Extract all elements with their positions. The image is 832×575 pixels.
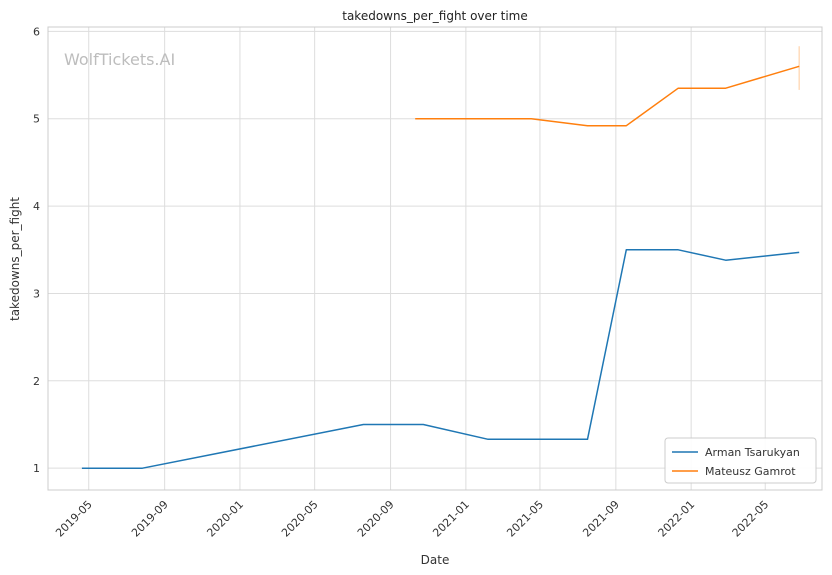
x-tick-label: 2020-05 [279, 498, 321, 540]
y-axis-label: takedowns_per_fight [8, 197, 22, 321]
y-tick-label: 3 [33, 287, 40, 300]
watermark: WolfTickets.AI [64, 50, 175, 69]
series-line-mateusz-gamrot [415, 65, 800, 127]
legend-box [664, 437, 817, 484]
x-tick-label: 2021-01 [430, 498, 472, 540]
x-tick-label: 2020-01 [204, 498, 246, 540]
grid [48, 27, 822, 490]
x-tick-label: 2022-01 [656, 498, 698, 540]
plot-frame [47, 26, 823, 491]
legend-label-mateusz-gamrot: Mateusz Gamrot [705, 465, 796, 478]
chart-title: takedowns_per_fight over time [342, 9, 528, 23]
x-tick-label: 2021-05 [504, 498, 546, 540]
x-tick-label: 2021-09 [580, 498, 622, 540]
y-tick-label: 1 [33, 462, 40, 475]
y-axis-ticks: 1 2 3 4 5 6 [33, 25, 40, 475]
y-tick-label: 5 [33, 113, 40, 126]
series-line-arman-tsarukyan [81, 249, 800, 469]
legend-label-arman-tsarukyan: Arman Tsarukyan [705, 446, 800, 459]
series-lines [81, 46, 800, 469]
y-tick-label: 4 [33, 200, 40, 213]
y-tick-label: 6 [33, 25, 40, 38]
x-tick-label: 2019-09 [129, 498, 171, 540]
x-tick-label: 2022-05 [730, 498, 772, 540]
legend: Arman Tsarukyan Mateusz Gamrot [664, 437, 817, 484]
x-tick-label: 2020-09 [355, 498, 397, 540]
x-tick-label: 2019-05 [53, 498, 95, 540]
y-tick-label: 2 [33, 375, 40, 388]
x-axis-label: Date [421, 553, 450, 567]
x-axis-ticks: 2019-05 2019-09 2020-01 2020-05 2020-09 2021-… [53, 498, 771, 540]
